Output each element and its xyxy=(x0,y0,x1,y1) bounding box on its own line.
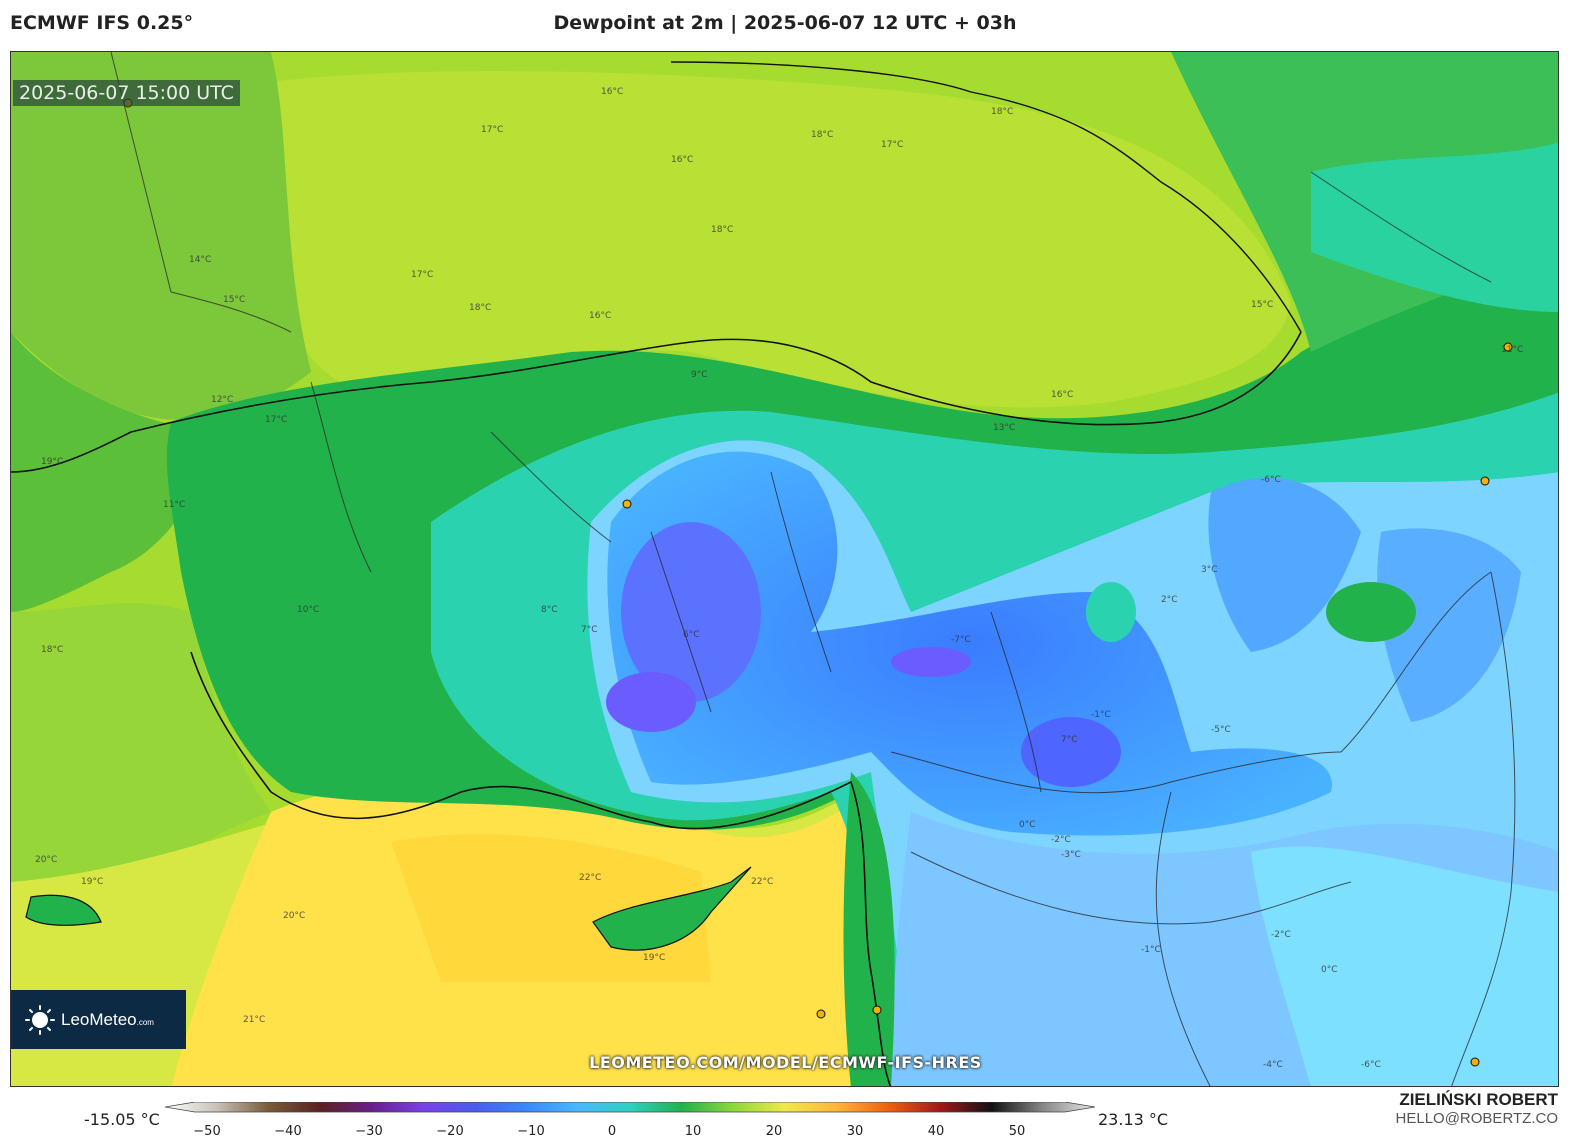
contour-label: 21°C xyxy=(243,1015,265,1025)
valid-time-badge: 2025-06-07 15:00 UTC xyxy=(13,80,240,106)
color-scale-tick-label: −40 xyxy=(274,1124,302,1139)
leometeo-logo[interactable]: LeoMeteo.com xyxy=(11,990,186,1049)
color-scale-tick-label: −30 xyxy=(355,1124,383,1139)
sun-icon xyxy=(25,1004,55,1035)
contour-label: 18°C xyxy=(991,107,1013,117)
contour-label: -6°C xyxy=(1261,475,1281,485)
color-scale-tick-label: 30 xyxy=(846,1124,864,1139)
contour-label: 11°C xyxy=(1501,345,1523,355)
contour-label: 11°C xyxy=(163,500,185,510)
contour-label: -6°C xyxy=(1361,1060,1381,1070)
contour-label: 8°C xyxy=(541,605,558,615)
color-scale-bar xyxy=(165,1102,1095,1113)
contour-label: -3°C xyxy=(1061,850,1081,860)
contour-label: 10°C xyxy=(297,605,319,615)
contour-label: -2°C xyxy=(1271,930,1291,940)
color-scale-tick-label: 50 xyxy=(1008,1124,1026,1139)
author-name: ZIELIŃSKI ROBERT xyxy=(1399,1090,1558,1109)
contour-label: 17°C xyxy=(411,270,433,280)
contour-label: 22°C xyxy=(751,877,773,887)
city-markers xyxy=(123,98,1513,1067)
contour-label: 16°C xyxy=(601,87,623,97)
color-scale-tick-label: −50 xyxy=(193,1124,221,1139)
field-max-label: 23.13 °C xyxy=(1098,1110,1169,1129)
contour-label: 17°C xyxy=(881,140,903,150)
contour-label: 18°C xyxy=(811,130,833,140)
contour-label: 7°C xyxy=(581,625,598,635)
contour-label: 16°C xyxy=(671,155,693,165)
contour-label: 15°C xyxy=(1251,300,1273,310)
contour-label: 6°C xyxy=(683,630,700,640)
contour-label: -5°C xyxy=(1211,725,1231,735)
contour-label: 3°C xyxy=(1201,565,1218,575)
model-title: ECMWF IFS 0.25° xyxy=(10,12,194,34)
contour-label: 19°C xyxy=(81,877,103,887)
contour-label: 9°C xyxy=(691,370,708,380)
contour-label: 0°C xyxy=(1019,820,1036,830)
contour-label: 20°C xyxy=(35,855,57,865)
contour-label: -7°C xyxy=(951,635,971,645)
contour-label: 18°C xyxy=(469,303,491,313)
author-email[interactable]: HELLO@ROBERTZ.CO xyxy=(1395,1110,1558,1127)
dewpoint-field: 16°C 17°C 18°C 17°C 16°C 18°C 18°C 17°C … xyxy=(11,52,1558,1086)
contour-label: 18°C xyxy=(711,225,733,235)
contour-label: 19°C xyxy=(643,953,665,963)
contour-label: 13°C xyxy=(993,423,1015,433)
color-scale-tick-label: 0 xyxy=(607,1124,617,1139)
contour-label: -1°C xyxy=(1141,945,1161,955)
contour-label: 19°C xyxy=(41,457,63,467)
contour-label: 14°C xyxy=(189,255,211,265)
contour-label: 15°C xyxy=(223,295,245,305)
contour-label: 16°C xyxy=(589,311,611,321)
contour-label: -1°C xyxy=(1091,710,1111,720)
contour-label: 16°C xyxy=(1051,390,1073,400)
contour-label: -4°C xyxy=(1263,1060,1283,1070)
color-scale-tick-label: −20 xyxy=(436,1124,464,1139)
author-credit: ZIELIŃSKI ROBERT HELLO@ROBERTZ.CO xyxy=(1396,1090,1558,1127)
contour-label: -2°C xyxy=(1051,835,1071,845)
contour-label: 12°C xyxy=(211,395,233,405)
color-scale-tick-label: −10 xyxy=(517,1124,545,1139)
chart-title: Dewpoint at 2m | 2025-06-07 12 UTC + 03h xyxy=(553,12,1017,34)
logo-text: LeoMeteo.com xyxy=(61,1009,154,1029)
contour-label: 18°C xyxy=(41,645,63,655)
contour-label: 20°C xyxy=(283,911,305,921)
weather-map[interactable]: 16°C 17°C 18°C 17°C 16°C 18°C 18°C 17°C … xyxy=(10,51,1559,1087)
source-watermark: LEOMETEO.COM/MODEL/ECMWF-IFS-HRES xyxy=(589,1053,982,1072)
contour-label: 0°C xyxy=(1321,965,1338,975)
contour-label: 7°C xyxy=(1061,735,1078,745)
contour-label: 22°C xyxy=(579,873,601,883)
color-scale-tick-label: 20 xyxy=(765,1124,783,1139)
field-min-label: -15.05 °C xyxy=(84,1110,160,1129)
color-scale-tick-label: 40 xyxy=(927,1124,945,1139)
contour-label: 17°C xyxy=(481,125,503,135)
color-scale-tick-label: 10 xyxy=(684,1124,702,1139)
contour-label: 2°C xyxy=(1161,595,1178,605)
contour-label: 17°C xyxy=(265,415,287,425)
